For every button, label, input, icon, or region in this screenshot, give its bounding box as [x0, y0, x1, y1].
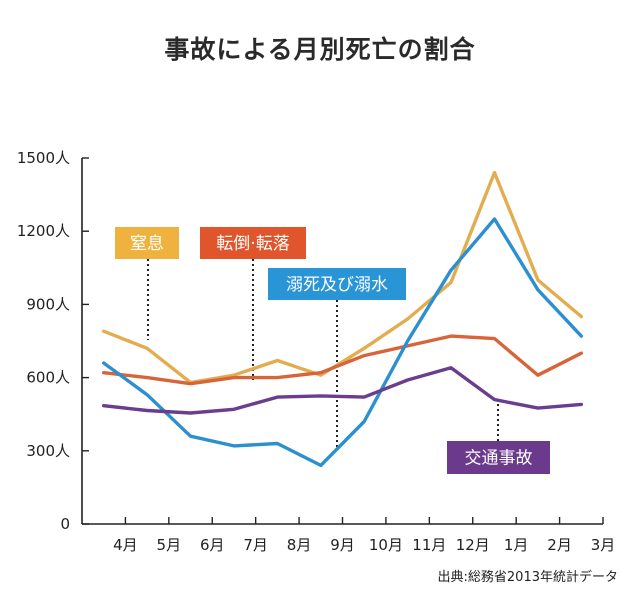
- y-tick-label: 900人: [26, 295, 70, 313]
- x-tick-label: 11月: [412, 536, 446, 554]
- x-tick-label: 2月: [547, 536, 572, 554]
- y-tick-label: 1200人: [17, 222, 70, 240]
- series-line-2: [101, 217, 583, 468]
- x-tick-label: 10月: [369, 536, 403, 554]
- x-tick-label: 1月: [504, 536, 529, 554]
- callout-label: 溺死及び溺水: [286, 275, 388, 295]
- series-line-1: [101, 334, 583, 386]
- callout-box: [268, 268, 406, 300]
- callout-label: 窒息: [130, 234, 164, 254]
- x-tick-label: 4月: [113, 536, 138, 554]
- series-line-0: [101, 170, 583, 385]
- x-tick-label: 5月: [157, 536, 182, 554]
- x-tick-label: 7月: [243, 536, 268, 554]
- callout-box: [115, 227, 179, 259]
- series-line-3: [101, 366, 583, 415]
- axes: [81, 157, 604, 525]
- y-tick-label: 0: [60, 515, 70, 533]
- y-tick-label: 600人: [26, 369, 70, 387]
- x-tick-label: 6月: [200, 536, 225, 554]
- callout-box: [447, 441, 550, 474]
- chart-title: 事故による月別死亡の割合: [164, 35, 476, 64]
- callout-label: 転倒·転落: [216, 234, 289, 254]
- callout-label: 交通事故: [465, 449, 533, 469]
- callout-leaders: [147, 259, 499, 448]
- y-tick-label: 1500人: [17, 149, 70, 167]
- y-tick-label: 300人: [26, 442, 70, 460]
- x-tick-label: 12月: [456, 536, 490, 554]
- series-lines: [101, 170, 583, 468]
- tick-labels: 0 300人 600人 900人 1200人 1500人 4月 5月 6月 7月 8月 9月 10月 11…: [17, 149, 615, 554]
- callout-box: [200, 227, 306, 259]
- x-tick-label: 3月: [591, 536, 616, 554]
- source-note: 出典:総務省2013年統計データ: [437, 570, 618, 585]
- x-tick-label: 9月: [330, 536, 355, 554]
- x-tick-label: 8月: [287, 536, 312, 554]
